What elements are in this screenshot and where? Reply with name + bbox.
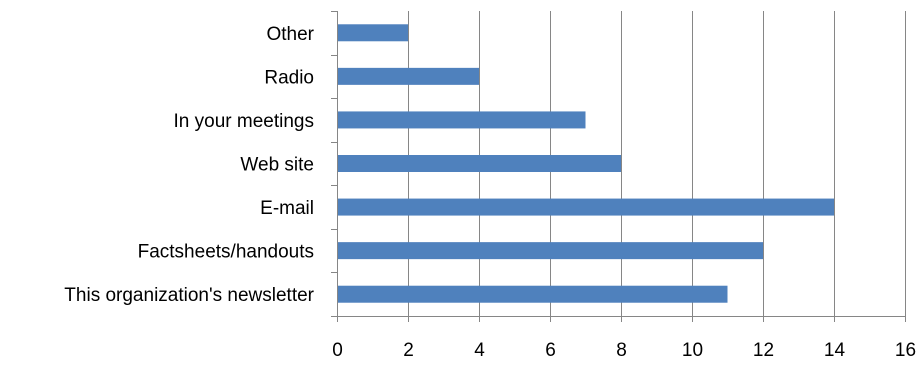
x-tick-label: 4 <box>474 340 485 361</box>
bar <box>338 111 586 129</box>
category-label: Web site <box>240 155 314 176</box>
bar <box>338 285 728 303</box>
x-tick-labels: 0 2 4 6 8 10 12 14 16 <box>332 340 916 361</box>
axes <box>331 11 906 322</box>
x-tick-label: 10 <box>682 340 703 361</box>
x-tick-label: 6 <box>545 340 556 361</box>
x-tick-label: 16 <box>895 340 916 361</box>
category-labels: Other Radio In your meetings Web site E-mail… <box>64 24 314 306</box>
bar <box>338 67 479 85</box>
category-label: E-mail <box>260 198 314 219</box>
bar <box>338 155 621 172</box>
category-label: In your meetings <box>174 111 314 132</box>
x-tick-label: 14 <box>824 340 846 361</box>
x-tick-label: 8 <box>616 340 627 361</box>
bar <box>338 242 763 260</box>
bar <box>338 198 834 216</box>
x-tick-label: 12 <box>753 340 774 361</box>
category-label: Radio <box>264 67 314 88</box>
category-label: Other <box>266 24 314 45</box>
category-label: Factsheets/handouts <box>138 242 314 263</box>
bars <box>338 24 834 303</box>
x-tick-label: 2 <box>403 340 414 361</box>
bar <box>338 24 408 42</box>
category-label: This organization's newsletter <box>64 285 314 306</box>
x-tick-label: 0 <box>332 340 343 361</box>
